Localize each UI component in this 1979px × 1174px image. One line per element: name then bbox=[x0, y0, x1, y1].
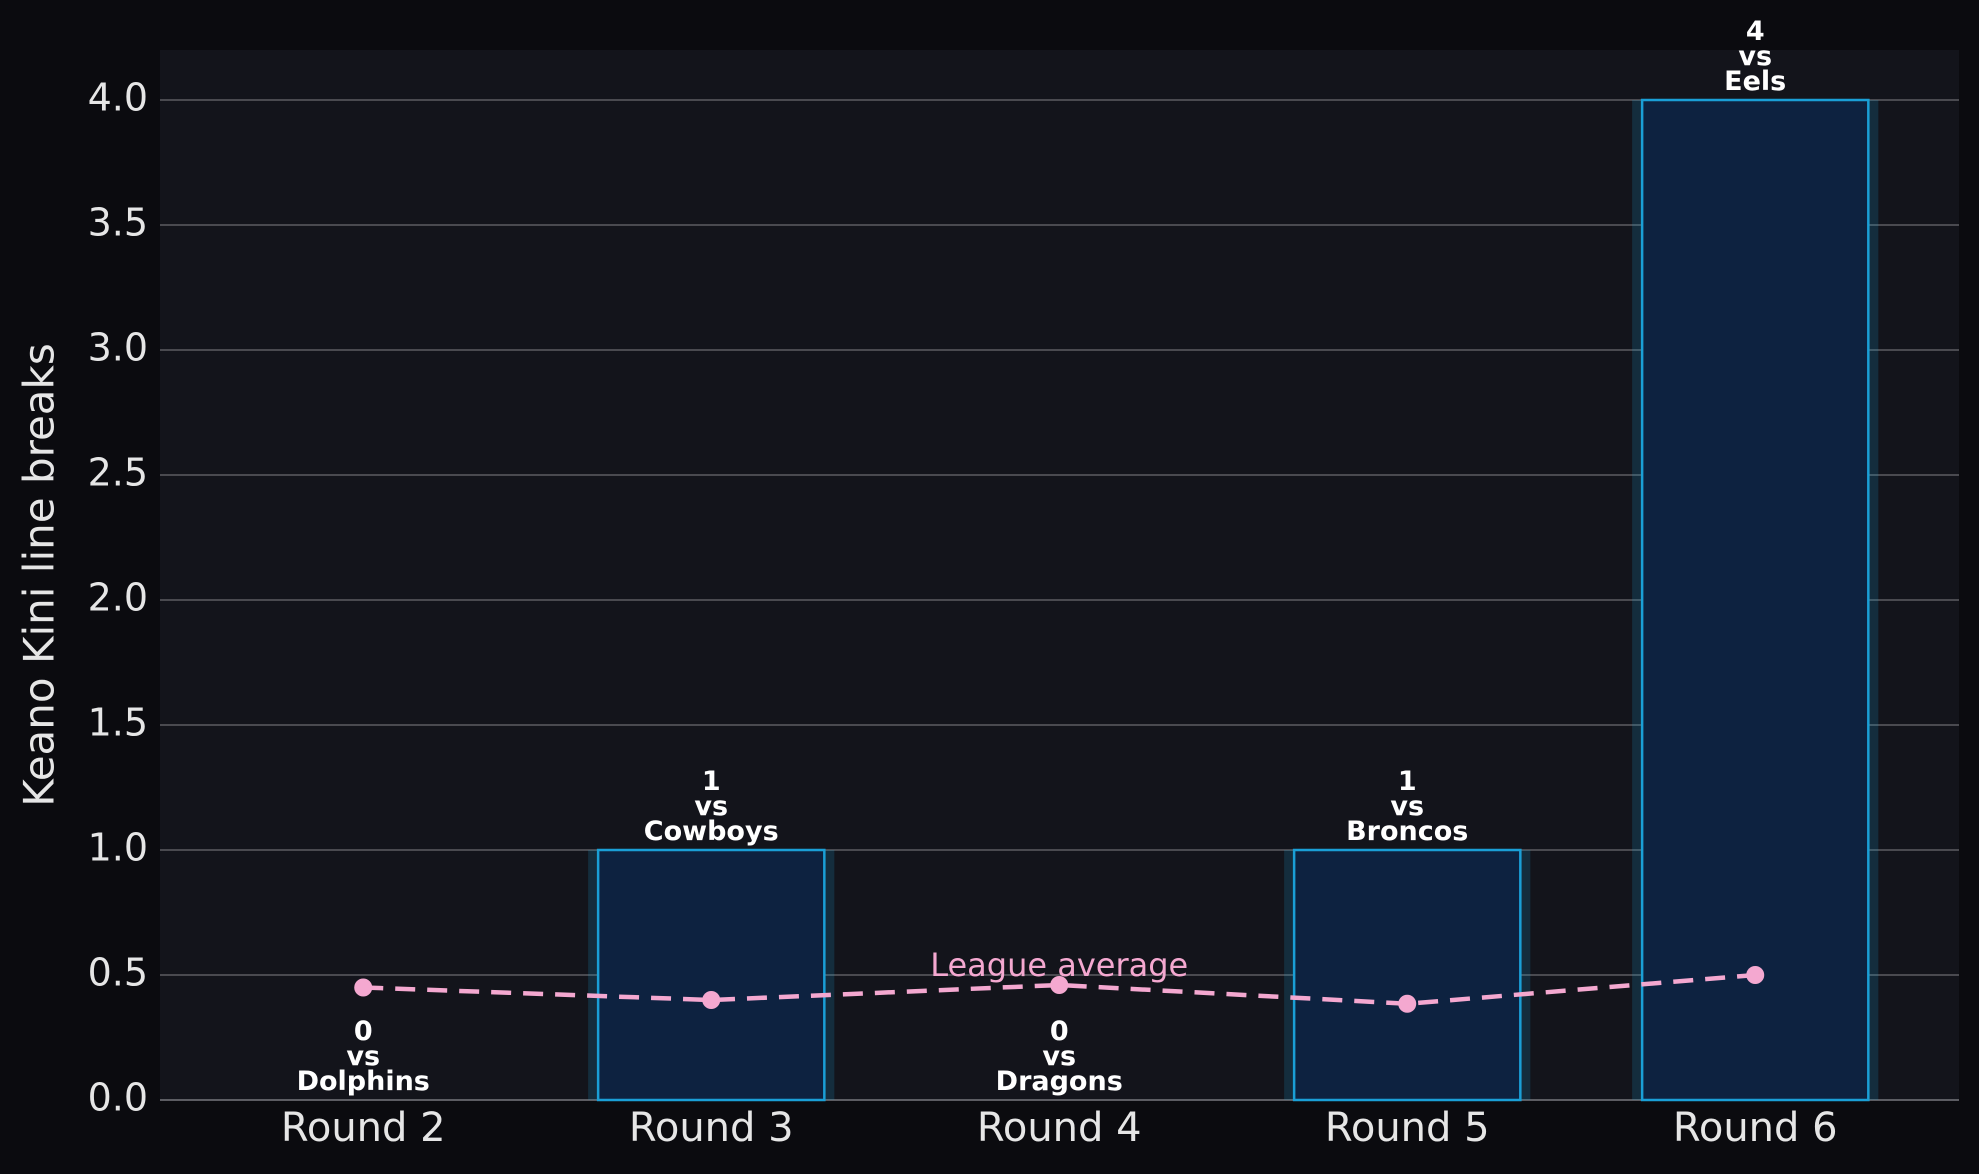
data-label-value: 4 bbox=[1746, 16, 1765, 47]
data-label-opponent: Cowboys bbox=[644, 816, 779, 847]
y-tick-label: 1.0 bbox=[88, 826, 148, 870]
line-point bbox=[354, 978, 373, 997]
x-tick-label: Round 3 bbox=[629, 1105, 794, 1151]
y-tick-label: 3.5 bbox=[88, 201, 148, 245]
y-tick-label: 4.0 bbox=[88, 76, 148, 120]
y-tick-label: 2.5 bbox=[88, 451, 148, 495]
bar bbox=[596, 848, 826, 1102]
data-label-separator: vs bbox=[694, 791, 728, 822]
data-label: 0 vs Dolphins bbox=[297, 1016, 430, 1097]
data-label-opponent: Dolphins bbox=[297, 1066, 430, 1097]
x-tick-label: Round 5 bbox=[1325, 1105, 1490, 1151]
data-label: 0 vs Dragons bbox=[996, 1016, 1123, 1097]
data-label: 1 vs Cowboys bbox=[644, 766, 779, 847]
data-label-separator: vs bbox=[1390, 791, 1424, 822]
data-label-opponent: Eels bbox=[1724, 66, 1786, 97]
data-label-value: 1 bbox=[1398, 766, 1417, 797]
y-tick-label: 2.0 bbox=[88, 576, 148, 620]
y-tick-label: 1.5 bbox=[88, 701, 148, 745]
x-tick-label: Round 4 bbox=[977, 1105, 1142, 1151]
data-label-separator: vs bbox=[1738, 41, 1772, 72]
x-tick-label: Round 6 bbox=[1673, 1105, 1838, 1151]
data-label-value: 0 bbox=[354, 1016, 373, 1047]
data-label-value: 0 bbox=[1050, 1016, 1069, 1047]
line bbox=[363, 972, 1756, 1007]
line-point bbox=[1746, 966, 1765, 984]
y-axis-label: Keano Kini line breaks bbox=[15, 343, 64, 806]
data-label-opponent: Dragons bbox=[996, 1066, 1123, 1097]
data-label-opponent: Broncos bbox=[1346, 816, 1468, 847]
line-label: League average bbox=[930, 946, 1188, 984]
data-label-separator: vs bbox=[346, 1041, 380, 1072]
bar bbox=[1640, 98, 1870, 1102]
data-label: 4 vs Eels bbox=[1724, 16, 1786, 97]
line-point bbox=[1050, 976, 1069, 994]
line-point bbox=[702, 991, 721, 1009]
data-label-separator: vs bbox=[1042, 1041, 1076, 1072]
y-tick-label: 0.0 bbox=[88, 1076, 148, 1120]
line-point bbox=[1398, 994, 1417, 1013]
y-tick-label: 3.0 bbox=[88, 326, 148, 370]
bar bbox=[1292, 848, 1522, 1102]
y-tick-label: 0.5 bbox=[88, 951, 148, 995]
data-label: 1 vs Broncos bbox=[1346, 766, 1468, 847]
data-label-value: 1 bbox=[702, 766, 721, 797]
x-tick-label: Round 2 bbox=[281, 1105, 446, 1151]
